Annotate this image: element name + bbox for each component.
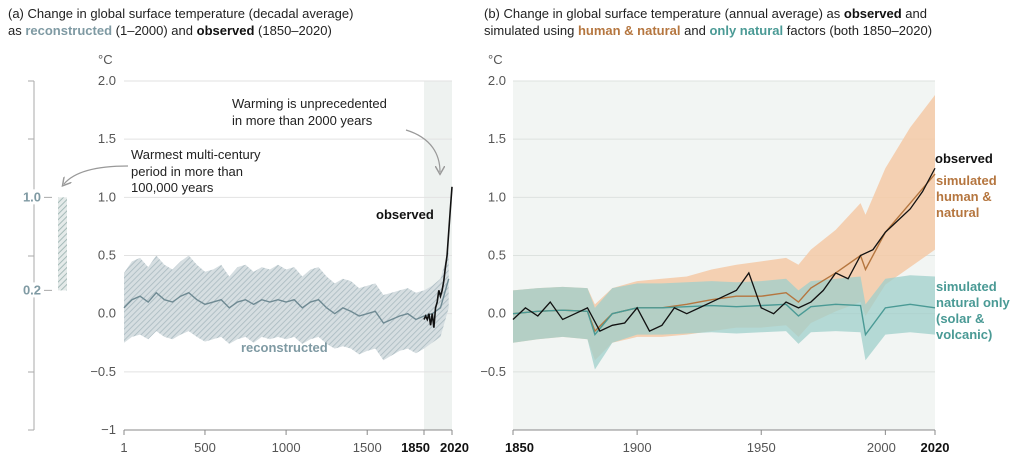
panel-b-x-ticks: 1850 1900 1950 2000 2020 bbox=[505, 430, 949, 455]
annotation-warmest: Warmest multi-century period in more tha… bbox=[131, 147, 264, 195]
arrow-unprecedented bbox=[405, 129, 440, 172]
panel-a-y-tick-label: 0.5 bbox=[98, 248, 116, 263]
panel-b-human-label: simulated human & natural bbox=[936, 173, 1000, 220]
panel-a-x-tick-label: 1 bbox=[120, 440, 127, 455]
panel-b-unit: °C bbox=[488, 52, 503, 67]
panel-a-title-line1: (a) Change in global surface temperature… bbox=[8, 6, 354, 21]
panel-a-y-tick-label: 1.5 bbox=[98, 131, 116, 146]
panel-b: °C 2.0 1.5 1.0 0.5 0.0 −0.5 1850 1900 1950 2000 2… bbox=[480, 52, 1013, 455]
panel-a-y-tick-label: 1.0 bbox=[98, 189, 116, 204]
panel-b-y-tick-label: 2.0 bbox=[488, 73, 506, 88]
panel-a-reconstructed-label: reconstructed bbox=[241, 340, 328, 355]
panel-a-x-tick-label: 2020 bbox=[440, 440, 469, 455]
natural-only-band bbox=[513, 275, 935, 370]
panel-a-x-tick-label: 1000 bbox=[272, 440, 301, 455]
panel-b-bands bbox=[513, 94, 935, 370]
warmest-period-range-bar bbox=[58, 197, 67, 291]
panel-b-y-tick-label: 0.5 bbox=[488, 248, 506, 263]
reconstructed-band bbox=[124, 249, 449, 361]
panel-a-observed-label: observed bbox=[376, 207, 434, 222]
title-reconstructed: reconstructed bbox=[25, 23, 113, 38]
range-high-label: 1.0 bbox=[23, 189, 41, 204]
title-human-natural: human & natural bbox=[577, 23, 681, 38]
annotation-unprecedented: Warming is unprecedented in more than 20… bbox=[232, 96, 391, 128]
panel-a-unit: °C bbox=[98, 52, 113, 67]
panel-b-x-tick-label: 1950 bbox=[747, 440, 776, 455]
panel-a-y-tick-label: −1 bbox=[101, 422, 116, 437]
panel-a-x-tick-label: 500 bbox=[194, 440, 216, 455]
panel-a-y-tick-label: −0.5 bbox=[90, 364, 116, 379]
panel-a-x-tick-label: 1850 bbox=[401, 440, 430, 455]
panel-b-y-tick-label: −0.5 bbox=[480, 364, 506, 379]
panel-b-y-tick-label: 1.0 bbox=[488, 189, 506, 204]
panel-a-lines bbox=[123, 186, 453, 328]
panel-a-x-tick-label: 1500 bbox=[353, 440, 382, 455]
panel-a-observed-line bbox=[423, 186, 453, 328]
panel-b-x-tick-label: 1900 bbox=[623, 440, 652, 455]
panel-b-x-tick-label: 2000 bbox=[867, 440, 896, 455]
panel-a-title: (a) Change in global surface temperature… bbox=[8, 5, 448, 39]
panel-b-title-line1: (b) Change in global surface temperature… bbox=[484, 6, 927, 21]
panel-a-x-ticks: 1 500 1000 1500 1850 2020 bbox=[120, 430, 469, 455]
panel-b-y-tick-label: 1.5 bbox=[488, 131, 506, 146]
range-label-bg bbox=[20, 282, 44, 298]
natural-only-line bbox=[512, 303, 936, 337]
reconstructed-uncertainty-band bbox=[124, 249, 449, 361]
panel-b-lines bbox=[512, 167, 936, 337]
panel-b-x-tick-label: 2020 bbox=[921, 440, 950, 455]
panel-a-title-line2: as reconstructed (1–2000) and observed (… bbox=[8, 23, 332, 38]
range-low-label: 0.2 bbox=[23, 282, 41, 297]
reconstructed-line bbox=[123, 278, 450, 324]
panel-a: °C 2.01.51.00.50.0−0.5−1 1 500 1000 1500 185… bbox=[20, 52, 469, 455]
range-label-bg bbox=[20, 189, 44, 205]
panel-a-y-tick-label: 2.0 bbox=[98, 73, 116, 88]
panel-b-observed-label: observed bbox=[935, 151, 993, 166]
panel-b-natural-label: simulated natural only (solar & volcanic… bbox=[936, 279, 1013, 342]
panel-b-x-tick-label: 1850 bbox=[505, 440, 534, 455]
panel-b-y-tick-label: 0.0 bbox=[488, 306, 506, 321]
title-observed: observed bbox=[196, 23, 255, 38]
panel-a-y-tick-label: 0.0 bbox=[98, 306, 116, 321]
arrow-warmest bbox=[64, 165, 129, 184]
panel-b-observed-line bbox=[512, 167, 936, 332]
panel-b-title: (b) Change in global surface temperature… bbox=[484, 5, 1014, 39]
title-only-natural: only natural bbox=[709, 23, 784, 38]
panel-b-title-line2: simulated using human & natural and only… bbox=[484, 23, 933, 38]
